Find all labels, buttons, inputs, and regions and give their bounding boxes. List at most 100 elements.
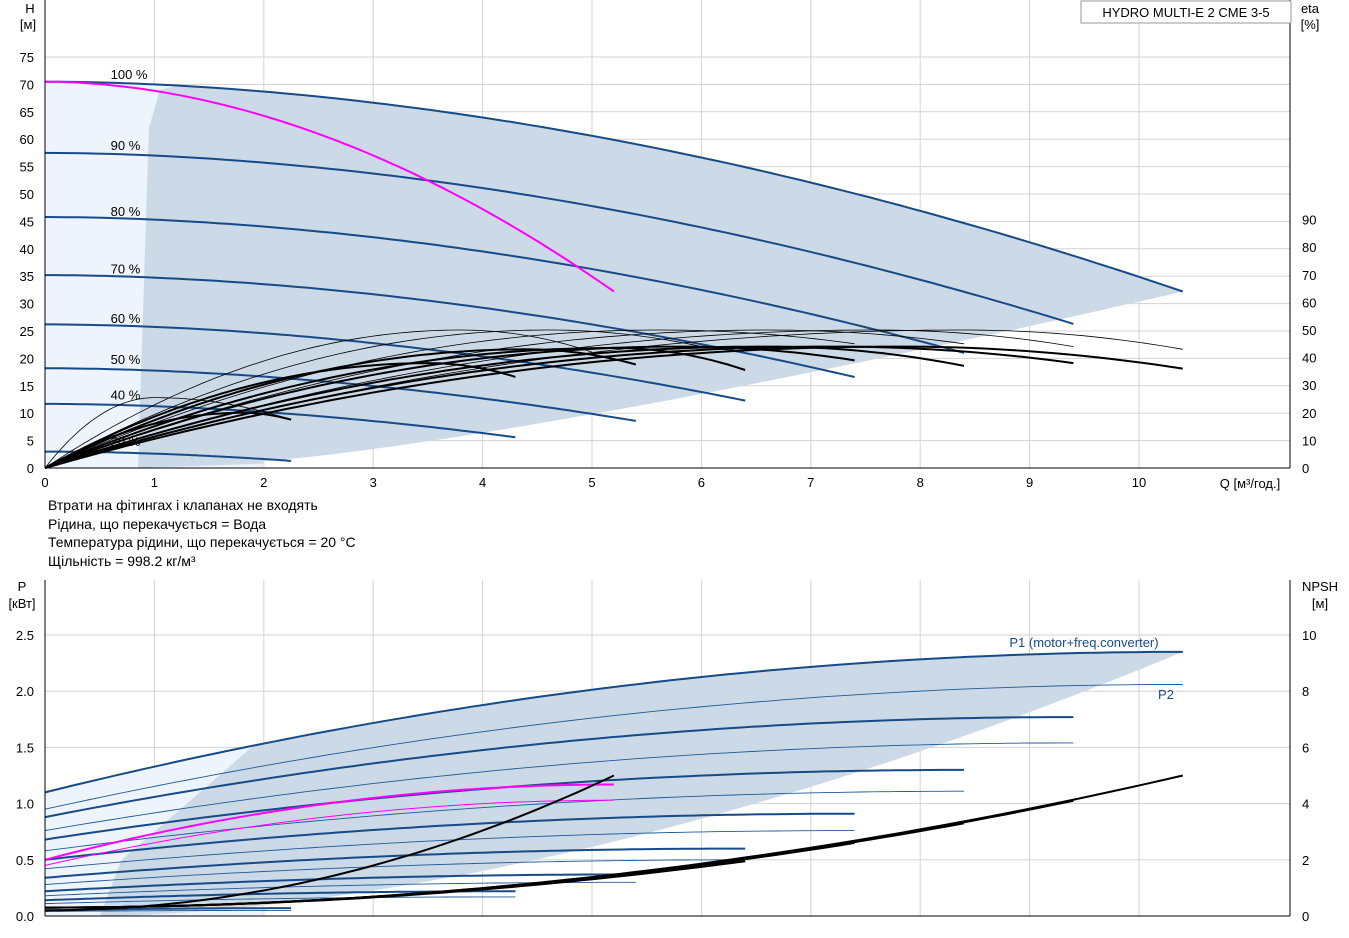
speed-label: 90 % <box>111 138 141 153</box>
flow-tick-label: 7 <box>807 475 814 490</box>
flow-tick-label: 6 <box>698 475 705 490</box>
head-curve <box>45 402 516 439</box>
power-curve <box>44 896 516 905</box>
power-curves <box>44 650 1183 912</box>
speed-label: 20 % <box>111 434 141 449</box>
head-tick-label: 35 <box>20 269 34 284</box>
operating-power-curve <box>44 799 614 866</box>
flow-axis-label: Q [м³/год.] <box>1220 476 1280 491</box>
eta-tick-label: 30 <box>1302 378 1316 393</box>
power-curve <box>44 716 1074 819</box>
eta-tick-label: 70 <box>1302 268 1316 283</box>
power-curve <box>44 830 855 870</box>
npsh-curves <box>44 774 1184 912</box>
eta-tick-label: 40 <box>1302 351 1316 366</box>
npsh-tick-label: 6 <box>1302 740 1309 755</box>
chart-title: HYDRO MULTI-E 2 CME 3-5 <box>1102 5 1269 20</box>
head-tick-label: 55 <box>20 160 34 175</box>
flow-tick-label: 4 <box>479 475 486 490</box>
speed-label: 80 % <box>111 204 141 219</box>
head-tick-label: 75 <box>20 50 34 65</box>
power-axis-unit: [кВт] <box>8 596 35 611</box>
p2-series-label: P2 <box>1158 687 1174 702</box>
envelope-main <box>138 85 1183 468</box>
power-tick-label: 2.5 <box>16 628 34 643</box>
power-tick-label: 1.0 <box>16 797 34 812</box>
head-curve <box>45 323 746 402</box>
flow-tick-label: 3 <box>370 475 377 490</box>
power-curve <box>44 790 964 852</box>
speed-label: 100 % <box>111 67 148 82</box>
npsh-tick-label: 0 <box>1302 909 1309 924</box>
power-tick-label: 2.0 <box>16 684 34 699</box>
eta-tick-label: 60 <box>1302 295 1316 310</box>
head-curve <box>44 151 1074 325</box>
head-tick-label: 5 <box>27 434 34 449</box>
head-curve <box>44 216 965 354</box>
conditions-notes: Втрати на фітингах і клапанах не входять… <box>48 496 356 570</box>
power-curve <box>45 909 292 912</box>
speed-labels: 100 % 90 % 80 % 70 % 60 % 50 % 40 % 20 % <box>111 67 148 449</box>
head-tick-label: 50 <box>20 187 34 202</box>
npsh-curve <box>44 774 1184 909</box>
flow-tick-label: 10 <box>1132 475 1146 490</box>
head-tick-label: 20 <box>20 351 34 366</box>
efficiency-curve <box>44 329 1183 469</box>
eta-axis-unit: [%] <box>1301 17 1320 32</box>
power-tick-label: 1.5 <box>16 740 34 755</box>
flow-tick-label: 1 <box>151 475 158 490</box>
eta-axis-label: eta <box>1301 1 1320 16</box>
eta-tick-label: 50 <box>1302 323 1316 338</box>
flow-tick-label: 5 <box>588 475 595 490</box>
power-curve <box>44 812 855 861</box>
eta-tick-label: 20 <box>1302 406 1316 421</box>
efficiency-curve <box>44 329 855 469</box>
head-tick-label: 15 <box>20 379 34 394</box>
head-plot-axes: 0510152025303540455055606570750102030405… <box>20 0 1316 490</box>
eta-tick-label: 0 <box>1302 461 1309 476</box>
power-curve <box>44 873 636 893</box>
npsh-axis-label: NPSH <box>1302 579 1338 594</box>
efficiency-curve <box>44 345 1074 469</box>
npsh-tick-label: 10 <box>1302 628 1316 643</box>
eta-tick-label: 90 <box>1302 213 1316 228</box>
power-tick-label: 0.0 <box>16 909 34 924</box>
envelope-main <box>99 651 1183 916</box>
power-tick-label: 0.5 <box>16 853 34 868</box>
power-curve <box>44 742 1074 832</box>
npsh-tick-label: 2 <box>1302 853 1309 868</box>
head-envelope-area <box>45 81 1183 468</box>
note-temperature: Температура рідини, що перекачується = 2… <box>48 534 356 550</box>
power-curve <box>44 684 1183 810</box>
speed-label: 40 % <box>111 388 141 403</box>
chart-title-box: HYDRO MULTI-E 2 CME 3-5 <box>1080 0 1292 24</box>
operating-power-curve <box>44 783 614 861</box>
head-tick-label: 70 <box>20 77 34 92</box>
operating-curve <box>45 80 615 293</box>
head-axis-label: H <box>25 1 34 16</box>
p1-series-label: P1 (motor+freq.converter) <box>1009 635 1158 650</box>
note-density: Щільність = 998.2 кг/м³ <box>48 552 196 569</box>
head-tick-label: 0 <box>27 461 34 476</box>
flow-tick-label: 8 <box>917 475 924 490</box>
npsh-axis-unit: [м] <box>1312 596 1328 611</box>
efficiency-curves <box>44 329 1183 469</box>
speed-label: 70 % <box>111 261 141 276</box>
speed-label: 50 % <box>111 352 141 367</box>
npsh-tick-label: 8 <box>1302 684 1309 699</box>
head-curve <box>45 80 1184 293</box>
eta-tick-label: 80 <box>1302 240 1316 255</box>
flow-tick-label: 2 <box>260 475 267 490</box>
npsh-tick-label: 4 <box>1302 797 1309 812</box>
head-axis-unit: [м] <box>20 17 36 32</box>
power-curve <box>44 847 746 879</box>
note-liquid: Рідина, що перекачується = Вода <box>48 515 267 532</box>
head-tick-label: 30 <box>20 297 34 312</box>
efficiency-curve <box>44 345 1183 469</box>
power-axis-label: P <box>18 579 27 594</box>
head-tick-label: 25 <box>20 324 34 339</box>
eta-tick-label: 10 <box>1302 433 1316 448</box>
flow-tick-label: 9 <box>1026 475 1033 490</box>
flow-tick-label: 0 <box>41 475 48 490</box>
